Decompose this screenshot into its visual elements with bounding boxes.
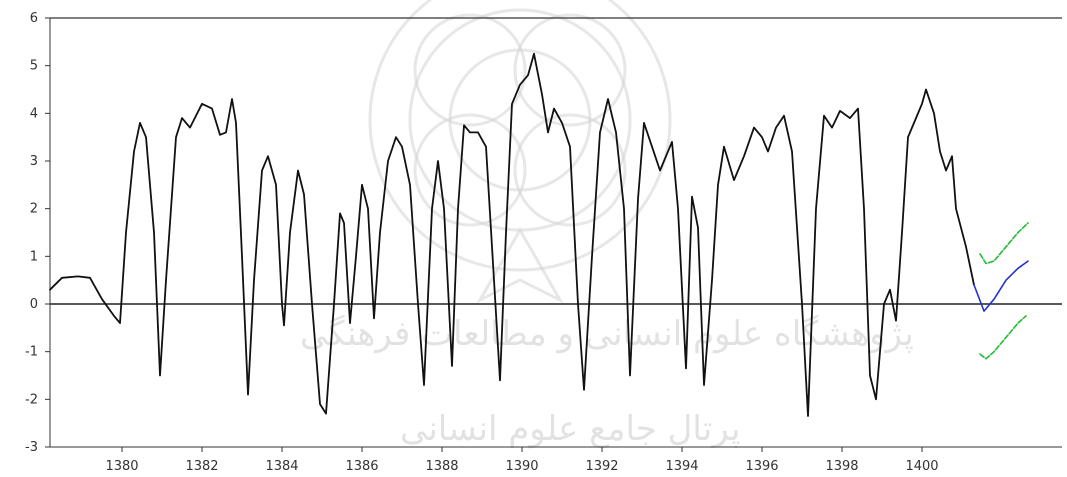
x-tick-label: 1390 [505,459,538,474]
x-tick-label: 1380 [105,459,138,474]
watermark-logo: پژوهشگاه علوم انسانی و مطالعات فرهنگی پر… [300,0,914,449]
svg-text:پرتال جامع علوم انسانی: پرتال جامع علوم انسانی [400,409,740,449]
series-line-2 [979,222,1029,265]
x-tick-label: 1396 [745,459,778,474]
x-tick-label: 1392 [585,459,618,474]
y-tick-label: 0 [30,297,38,312]
y-tick-label: 5 [30,59,38,74]
y-tick-label: 3 [30,154,38,169]
series-group [49,52,1029,417]
series-line-3 [979,315,1027,360]
axis-ticks: -3 -2 -1 0 1 2 3 4 5 6 1380 1382 1384 1386 1388 1390 139… [25,11,939,474]
y-tick-label: 4 [30,106,38,121]
svg-text:پژوهشگاه علوم انسانی و مطالعات: پژوهشگاه علوم انسانی و مطالعات فرهنگی [300,314,914,354]
y-tick-label: -1 [25,345,38,360]
x-tick-label: 1400 [905,459,938,474]
y-tick-label: -3 [25,440,38,455]
series-line-1 [973,260,1029,312]
y-tick-label: 2 [30,202,38,217]
x-tick-label: 1384 [265,459,298,474]
x-tick-label: 1386 [345,459,378,474]
x-tick-label: 1388 [425,459,458,474]
series-line-0 [49,52,975,417]
x-tick-label: 1394 [665,459,698,474]
y-tick-label: 1 [30,249,38,264]
y-tick-label: -2 [25,392,38,407]
y-tick-label: 6 [30,11,38,26]
axes [49,17,1062,448]
x-tick-label: 1382 [185,459,218,474]
x-tick-label: 1398 [825,459,858,474]
